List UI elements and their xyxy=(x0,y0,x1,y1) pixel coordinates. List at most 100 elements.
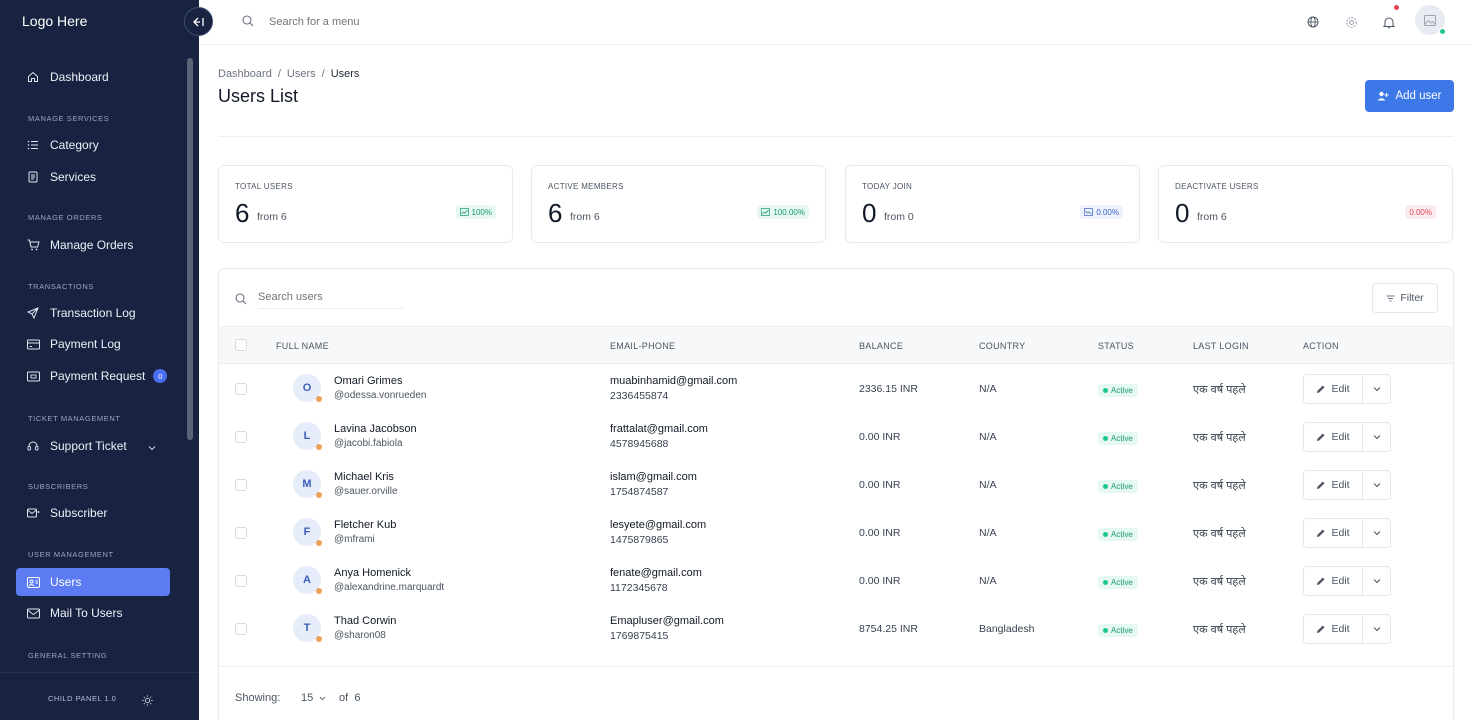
users-search-input[interactable] xyxy=(258,289,404,309)
edit-button[interactable]: Edit xyxy=(1303,614,1363,644)
sidebar-item-manage-orders[interactable]: Manage Orders xyxy=(16,231,170,259)
edit-label: Edit xyxy=(1331,575,1350,587)
row-checkbox[interactable] xyxy=(235,623,247,635)
edit-button[interactable]: Edit xyxy=(1303,518,1363,548)
menu-search-input[interactable] xyxy=(269,12,569,32)
status-dot xyxy=(316,492,322,498)
mail-icon xyxy=(26,606,40,620)
sidebar-item-services[interactable]: Services xyxy=(16,163,170,191)
column-header-status[interactable]: STATUS xyxy=(1098,341,1134,351)
select-all-checkbox[interactable] xyxy=(235,339,247,351)
breadcrumb-dashboard[interactable]: Dashboard xyxy=(218,68,272,80)
globe-icon[interactable] xyxy=(1304,13,1322,31)
user-avatar[interactable] xyxy=(1415,5,1446,35)
sidebar-scrollbar[interactable] xyxy=(187,58,193,440)
row-actions-dropdown[interactable] xyxy=(1362,566,1391,596)
row-actions-dropdown[interactable] xyxy=(1362,518,1391,548)
user-name[interactable]: Anya Homenick xyxy=(334,567,412,579)
status-dot xyxy=(316,540,322,546)
sidebar-item-dashboard[interactable]: Dashboard xyxy=(16,63,170,91)
user-country: N/A xyxy=(979,527,997,539)
user-handle: @sharon08 xyxy=(334,630,386,641)
sidebar-item-label: Services xyxy=(50,170,97,184)
row-checkbox[interactable] xyxy=(235,431,247,443)
breadcrumb-users[interactable]: Users xyxy=(286,68,316,80)
stat-from: from 0 xyxy=(884,211,914,223)
chevron-down-icon xyxy=(1373,387,1380,392)
status-dot xyxy=(1103,628,1108,633)
table-row: F Fletcher Kub @mframi lesyete@gmail.com 147… xyxy=(219,509,1453,557)
sidebar-item-label: Payment Log xyxy=(50,337,121,351)
edit-button[interactable]: Edit xyxy=(1303,374,1363,404)
add-user-label: Add user xyxy=(1395,90,1442,102)
user-name[interactable]: Lavina Jacobson xyxy=(334,423,417,435)
row-checkbox[interactable] xyxy=(235,383,247,395)
trend-up-icon xyxy=(761,208,771,216)
add-user-button[interactable]: Add user xyxy=(1365,80,1454,112)
status-text: Active xyxy=(1111,530,1133,539)
last-login: एक वर्ष पहले xyxy=(1193,576,1246,588)
chevron-down-icon xyxy=(1373,579,1380,584)
breadcrumb: Dashboard / Users / Users xyxy=(218,68,359,80)
status-badge: Active xyxy=(1098,528,1138,541)
send-icon xyxy=(26,306,40,320)
sidebar-item-label: Manage Orders xyxy=(50,238,134,252)
stat-card-active-members: ACTIVE MEMBERS 6 from 6 100.00% xyxy=(531,165,826,243)
sidebar-item-payment-log[interactable]: Payment Log xyxy=(16,330,170,358)
row-checkbox[interactable] xyxy=(235,479,247,491)
theme-toggle-sun-icon[interactable] xyxy=(142,693,153,711)
user-name[interactable]: Omari Grimes xyxy=(334,375,403,387)
user-handle: @sauer.orville xyxy=(334,486,398,497)
column-header-balance[interactable]: BALANCE xyxy=(859,341,904,351)
user-handle: @alexandrine.marquardt xyxy=(334,582,445,593)
pencil-icon xyxy=(1317,625,1325,633)
sidebar-item-support-ticket[interactable]: Support Ticket xyxy=(16,432,170,460)
user-balance: 0.00 INR xyxy=(859,431,901,443)
edit-button[interactable]: Edit xyxy=(1303,566,1363,596)
stat-value: 6 xyxy=(548,198,563,228)
user-email: Emapluser@gmail.com xyxy=(610,615,724,627)
sidebar-item-mail-to-users[interactable]: Mail To Users xyxy=(16,599,170,627)
breadcrumb-current: Users xyxy=(330,68,360,80)
sidebar-item-payment-request[interactable]: Payment Request 0 xyxy=(16,362,170,390)
row-actions-dropdown[interactable] xyxy=(1362,470,1391,500)
edit-label: Edit xyxy=(1331,623,1350,635)
avatar: A xyxy=(293,566,322,594)
filter-button[interactable]: Filter xyxy=(1372,283,1438,313)
collapse-sidebar-button[interactable] xyxy=(184,7,213,36)
bell-icon[interactable] xyxy=(1380,5,1399,31)
sidebar-item-category[interactable]: Category xyxy=(16,131,170,159)
stat-percent-badge: 0.00% xyxy=(1080,205,1123,219)
table-header: FULL NAME EMAIL-PHONE BALANCE COUNTRY ST… xyxy=(219,326,1453,364)
stat-label: TODAY JOIN xyxy=(862,182,913,191)
row-checkbox[interactable] xyxy=(235,527,247,539)
column-header-country[interactable]: COUNTRY xyxy=(979,341,1026,351)
per-page-select[interactable]: 15 xyxy=(301,692,326,704)
row-actions-dropdown[interactable] xyxy=(1362,614,1391,644)
user-name[interactable]: Thad Corwin xyxy=(334,615,397,627)
column-header-email-phone[interactable]: EMAIL-PHONE xyxy=(610,341,676,351)
sidebar-item-subscriber[interactable]: Subscriber xyxy=(16,499,170,527)
collapse-icon xyxy=(193,17,204,26)
user-name[interactable]: Michael Kris xyxy=(334,471,394,483)
row-actions-dropdown[interactable] xyxy=(1362,422,1391,452)
edit-button[interactable]: Edit xyxy=(1303,470,1363,500)
chevron-down-icon xyxy=(1373,435,1380,440)
sidebar-item-users[interactable]: Users xyxy=(16,568,170,596)
avatar-initial: A xyxy=(303,574,311,586)
row-checkbox[interactable] xyxy=(235,575,247,587)
pencil-icon xyxy=(1317,385,1325,393)
settings-icon[interactable] xyxy=(1342,13,1360,31)
sidebar-item-label: Payment Request xyxy=(50,369,146,383)
search-icon xyxy=(242,14,254,32)
row-actions-dropdown[interactable] xyxy=(1362,374,1391,404)
logo[interactable]: Logo Here xyxy=(22,13,88,29)
edit-button[interactable]: Edit xyxy=(1303,422,1363,452)
status-dot xyxy=(1103,532,1108,537)
column-header-full-name[interactable]: FULL NAME xyxy=(276,341,329,351)
chevron-down-icon xyxy=(319,696,326,700)
column-header-action: ACTION xyxy=(1303,341,1339,351)
sidebar-item-transaction-log[interactable]: Transaction Log xyxy=(16,299,170,327)
column-header-last-login[interactable]: LAST LOGIN xyxy=(1193,341,1249,351)
user-name[interactable]: Fletcher Kub xyxy=(334,519,397,531)
